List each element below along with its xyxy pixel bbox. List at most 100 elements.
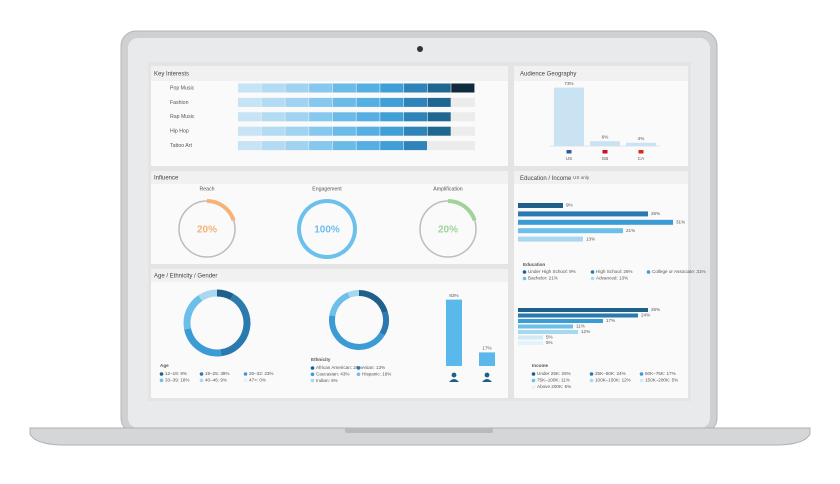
interest-segment xyxy=(403,112,427,122)
interest-segment xyxy=(451,83,475,93)
camera xyxy=(417,46,423,52)
interest-segment xyxy=(380,141,404,151)
interest-segment xyxy=(238,83,262,93)
influence-value: 20% xyxy=(197,225,217,236)
interest-segment xyxy=(261,112,285,122)
legend-label: Asian: 13% xyxy=(362,365,385,370)
interest-segment xyxy=(380,126,404,136)
geo-value-label: 73% xyxy=(564,81,573,86)
ring-arc xyxy=(297,199,357,259)
interest-bar xyxy=(238,83,475,93)
legend-marker xyxy=(310,372,315,377)
age-legend-title: Age xyxy=(160,363,169,368)
legend-marker xyxy=(639,378,644,383)
income-bar xyxy=(518,335,543,340)
panel xyxy=(151,171,508,264)
influence-label: Reach xyxy=(200,186,215,192)
legend-marker xyxy=(243,372,248,376)
interest-segment xyxy=(285,141,309,151)
income-bar xyxy=(518,319,603,323)
interest-segment xyxy=(380,112,404,122)
interest-segment xyxy=(427,126,451,136)
legend-label: Hispanic: 16% xyxy=(362,372,391,377)
education-bar xyxy=(518,236,583,242)
geo-category: US xyxy=(566,156,572,161)
interest-segment xyxy=(285,97,309,107)
gender-value-label: 83% xyxy=(449,293,458,298)
interest-segment xyxy=(309,83,333,93)
ethnicity-slice xyxy=(347,290,360,298)
income-value-label: 12% xyxy=(581,329,590,334)
influence-label: Amplification xyxy=(433,186,463,192)
laptop-base xyxy=(29,427,811,446)
flag xyxy=(638,150,644,154)
income-value-label: 11% xyxy=(576,324,585,329)
interest-segment xyxy=(261,83,285,93)
legend-marker xyxy=(356,372,361,377)
ethnicity-slice xyxy=(379,311,389,336)
interest-segment xyxy=(261,141,285,151)
legend-marker xyxy=(310,366,315,370)
education-bar xyxy=(518,219,673,225)
interest-segment xyxy=(356,141,380,151)
panel xyxy=(514,171,688,398)
age-slice xyxy=(198,289,218,302)
legend-label: Under 25K: 26% xyxy=(537,371,571,376)
legend-label: Advanced: 13% xyxy=(596,276,628,281)
interest-segment xyxy=(427,112,451,122)
interest-label: Hip Hop xyxy=(170,129,189,135)
geo-value-label: 4% xyxy=(638,136,645,141)
interest-segment xyxy=(332,141,356,151)
influence-value: 20% xyxy=(438,225,458,236)
interest-segment xyxy=(356,112,380,122)
legend-label: 26–32: 23% xyxy=(249,371,274,376)
legend-label: Indian: 6% xyxy=(316,378,338,383)
legend-label: 47>: 0% xyxy=(249,378,266,383)
interest-segment xyxy=(332,126,356,136)
legend-label: Under High School: 9% xyxy=(528,269,576,274)
geo-value-label: 6% xyxy=(602,134,609,139)
interest-segment xyxy=(261,126,285,136)
panel-title: Education / Income US only xyxy=(520,175,590,181)
interest-label: Tattoo Art xyxy=(170,143,192,149)
interest-segment xyxy=(285,126,309,136)
education-value-label: 26% xyxy=(651,211,660,216)
legend-label: Bachelor: 21% xyxy=(528,276,558,281)
legend-marker xyxy=(639,372,644,376)
legend-marker xyxy=(199,372,204,376)
interest-segment xyxy=(356,83,380,93)
panel-title: Influence xyxy=(154,176,179,182)
panel-header xyxy=(514,66,688,81)
legend-label: 50K–75K: 17% xyxy=(645,371,676,376)
panel-header xyxy=(151,66,508,81)
interest-segment xyxy=(427,83,451,93)
age-slice xyxy=(220,293,251,357)
panel-subtitle: US only xyxy=(573,175,590,180)
interest-segment xyxy=(380,97,404,107)
legend-label: Caucasian: 43% xyxy=(316,372,349,377)
legend-marker xyxy=(159,372,164,376)
panel-header xyxy=(514,171,688,184)
legend-label: Above 200K: 5% xyxy=(537,384,571,389)
legend-marker xyxy=(590,276,595,281)
legend-label: 75K–100K: 11% xyxy=(537,378,570,383)
influence-label: Engagement xyxy=(312,186,342,192)
panel-title: Age / Ethnicity / Gender xyxy=(154,274,217,280)
income-value-label: 24% xyxy=(641,313,650,318)
age-slice xyxy=(184,327,222,357)
legend-label: African American: 20% xyxy=(316,365,362,370)
legend-marker xyxy=(522,276,527,281)
education-value-label: 13% xyxy=(586,236,595,241)
income-value-label: 26% xyxy=(651,307,660,312)
male-icon xyxy=(482,372,492,382)
interest-segment xyxy=(238,112,262,122)
geo-category: GB xyxy=(602,156,609,161)
panel-title: Audience Geography xyxy=(520,72,576,78)
gender-value-label: 17% xyxy=(482,346,491,351)
ring-arc xyxy=(206,199,236,222)
legend-label: 100K–150K: 12% xyxy=(595,378,631,383)
income-bar xyxy=(518,330,578,334)
panel xyxy=(514,66,688,166)
legend-label: High School: 26% xyxy=(596,269,633,274)
